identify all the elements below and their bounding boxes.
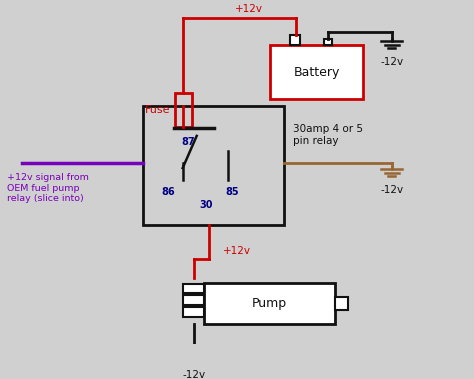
Text: -12v: -12v bbox=[182, 370, 205, 379]
Text: +12v signal from
OEM fuel pump
relay (slice into): +12v signal from OEM fuel pump relay (sl… bbox=[8, 174, 89, 203]
Bar bbox=[143, 106, 284, 225]
Text: Fuse: Fuse bbox=[145, 105, 170, 114]
Text: +12v: +12v bbox=[235, 4, 263, 14]
Text: Battery: Battery bbox=[293, 66, 340, 78]
Text: +12v: +12v bbox=[223, 246, 251, 256]
Bar bbox=[175, 92, 191, 127]
Bar bbox=[290, 35, 300, 45]
Text: 30: 30 bbox=[200, 200, 213, 210]
Bar bbox=[183, 284, 204, 293]
Bar bbox=[204, 283, 336, 324]
Text: -12v: -12v bbox=[380, 185, 403, 196]
Bar bbox=[336, 298, 348, 310]
Text: -12v: -12v bbox=[380, 58, 403, 67]
Bar bbox=[270, 45, 364, 99]
Bar bbox=[183, 296, 204, 305]
Text: 30amp 4 or 5
pin relay: 30amp 4 or 5 pin relay bbox=[293, 124, 363, 146]
Bar bbox=[183, 307, 204, 316]
Bar bbox=[324, 39, 332, 45]
Text: 85: 85 bbox=[225, 187, 239, 197]
Text: 87: 87 bbox=[182, 137, 195, 147]
Text: 86: 86 bbox=[162, 187, 175, 197]
Text: Pump: Pump bbox=[252, 297, 287, 310]
